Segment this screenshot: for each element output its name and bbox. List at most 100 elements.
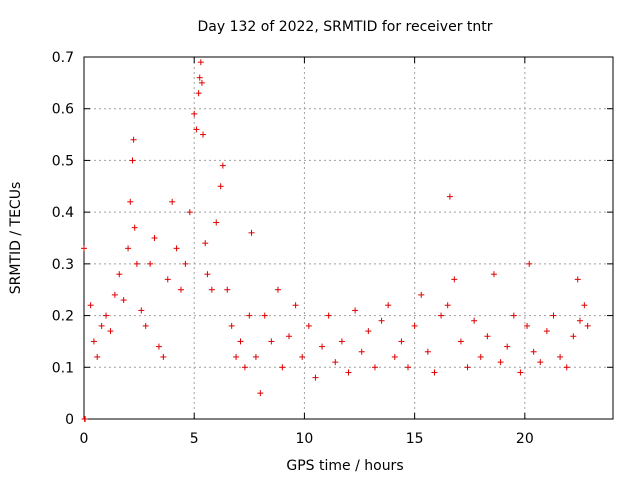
data-point [196, 74, 203, 81]
data-point [198, 79, 205, 86]
data-point [338, 338, 345, 345]
data-point [526, 260, 533, 267]
data-point [391, 353, 398, 360]
data-point [510, 312, 517, 319]
data-point [261, 312, 268, 319]
data-point [94, 353, 101, 360]
data-point [160, 353, 167, 360]
data-points [81, 59, 591, 422]
data-point [385, 302, 392, 309]
data-point [208, 286, 215, 293]
data-point [524, 322, 531, 329]
x-tick-label: 10 [296, 431, 314, 447]
data-point [319, 343, 326, 350]
data-point [504, 343, 511, 350]
data-point [155, 343, 162, 350]
data-point [438, 312, 445, 319]
data-point [457, 338, 464, 345]
data-point [371, 364, 378, 371]
data-point [563, 364, 570, 371]
data-point [550, 312, 557, 319]
data-point [274, 286, 281, 293]
data-point [241, 364, 248, 371]
x-axis-label: GPS time / hours [286, 458, 403, 474]
data-point [464, 364, 471, 371]
data-point [292, 302, 299, 309]
data-point [246, 312, 253, 319]
data-point [451, 276, 458, 283]
y-tick-label: 0.4 [52, 205, 74, 221]
data-point [279, 364, 286, 371]
y-tick-label: 0.1 [52, 360, 74, 376]
data-point [584, 322, 591, 329]
data-point [543, 328, 550, 335]
data-point [352, 307, 359, 314]
data-point [446, 193, 453, 200]
data-point [186, 209, 193, 216]
data-point [127, 198, 134, 205]
x-tick-label: 5 [190, 431, 199, 447]
data-point [530, 348, 537, 355]
data-point [202, 240, 209, 247]
data-point [107, 328, 114, 335]
data-point [213, 219, 220, 226]
data-point [87, 302, 94, 309]
data-point [398, 338, 405, 345]
data-point [111, 291, 118, 298]
data-point [138, 307, 145, 314]
data-point [131, 224, 138, 231]
data-point [217, 183, 224, 190]
data-point [581, 302, 588, 309]
data-point [517, 369, 524, 376]
data-point [164, 276, 171, 283]
data-point [129, 157, 136, 164]
y-tick-labels: 0 0.1 0.2 0.3 0.4 0.5 0.6 0.7 [52, 50, 74, 428]
data-point [125, 245, 132, 252]
data-point [299, 353, 306, 360]
data-point [81, 245, 87, 252]
data-point [285, 333, 292, 340]
data-point [570, 333, 577, 340]
data-point [116, 271, 123, 278]
data-point [98, 322, 105, 329]
data-point [471, 317, 478, 324]
y-tick-label: 0 [65, 412, 74, 428]
y-tick-label: 0.5 [52, 153, 74, 169]
plot-frame [83, 56, 614, 420]
y-tick-label: 0.3 [52, 257, 74, 273]
data-point [418, 291, 425, 298]
y-axis-label: SRMTID / TECUs [8, 182, 24, 295]
data-point [151, 235, 158, 241]
data-point [257, 390, 264, 397]
data-point [576, 317, 583, 324]
data-point [332, 359, 339, 366]
data-point [574, 276, 581, 283]
data-point [204, 271, 211, 278]
data-point [173, 245, 180, 252]
data-point [345, 369, 352, 376]
data-point [358, 348, 365, 355]
x-tick-label: 0 [80, 431, 89, 447]
data-point [142, 322, 149, 329]
y-tick-label: 0.6 [52, 102, 74, 118]
data-point [405, 364, 412, 371]
data-point [147, 260, 154, 267]
data-point [411, 322, 418, 329]
data-point [378, 317, 385, 324]
data-point [248, 229, 255, 236]
data-point [197, 59, 204, 66]
data-point [219, 162, 226, 169]
x-tick-label: 20 [516, 431, 534, 447]
data-point [195, 90, 202, 97]
data-point [120, 297, 127, 304]
data-point [312, 374, 319, 381]
data-point [200, 131, 207, 138]
data-point [169, 198, 176, 205]
data-point [182, 260, 189, 267]
data-point [133, 260, 140, 267]
data-point [268, 338, 275, 345]
data-point [537, 359, 544, 366]
axis-ticks [83, 56, 613, 420]
data-point [252, 353, 259, 360]
